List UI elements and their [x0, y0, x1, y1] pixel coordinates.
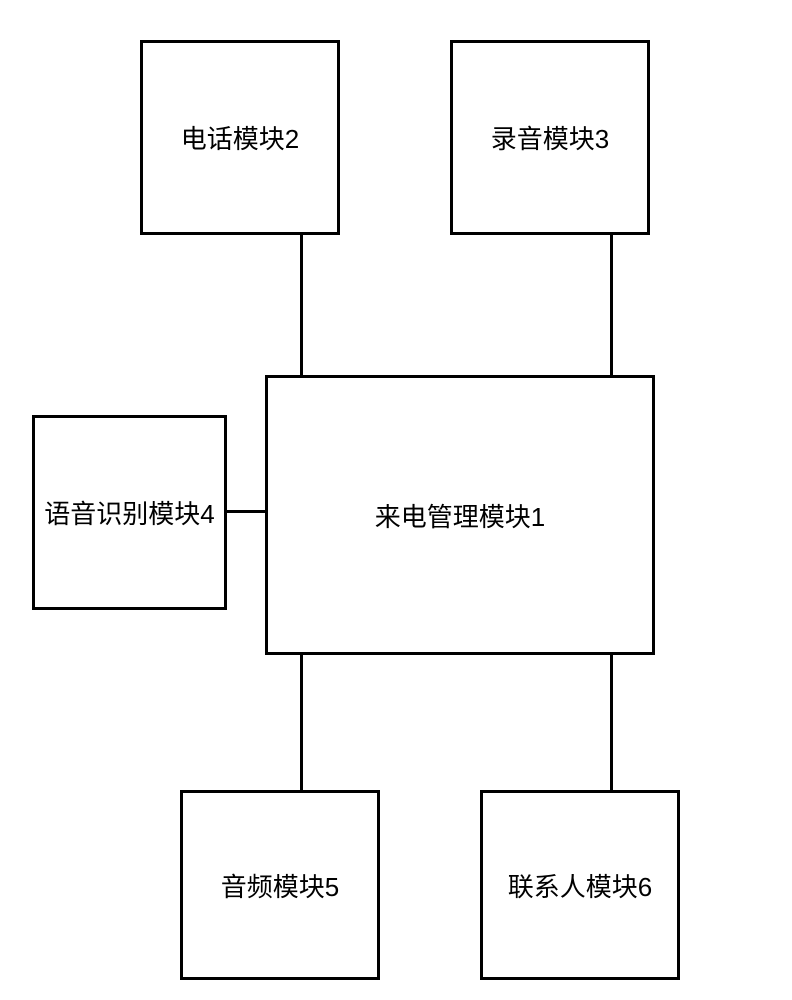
- node-center-label: 来电管理模块1: [375, 497, 545, 534]
- node-top-right: 录音模块3: [450, 40, 650, 235]
- node-left: 语音识别模块4: [32, 415, 227, 610]
- node-left-label: 语音识别模块4: [44, 494, 214, 531]
- node-top-left: 电话模块2: [140, 40, 340, 235]
- node-top-right-label: 录音模块3: [491, 119, 609, 156]
- node-bot-left: 音频模块5: [180, 790, 380, 980]
- node-center: 来电管理模块1: [265, 375, 655, 655]
- node-bot-left-label: 音频模块5: [221, 867, 339, 904]
- node-top-left-label: 电话模块2: [181, 119, 299, 156]
- node-bot-right: 联系人模块6: [480, 790, 680, 980]
- edge-top-right-center: [610, 235, 613, 375]
- diagram-canvas: 来电管理模块1 电话模块2 录音模块3 语音识别模块4 音频模块5 联系人模块6: [0, 0, 792, 1000]
- edge-bot-left-center: [300, 655, 303, 790]
- edge-top-left-center: [300, 235, 303, 375]
- edge-bot-right-center: [610, 655, 613, 790]
- node-bot-right-label: 联系人模块6: [508, 867, 652, 904]
- edge-left-center: [227, 510, 265, 513]
